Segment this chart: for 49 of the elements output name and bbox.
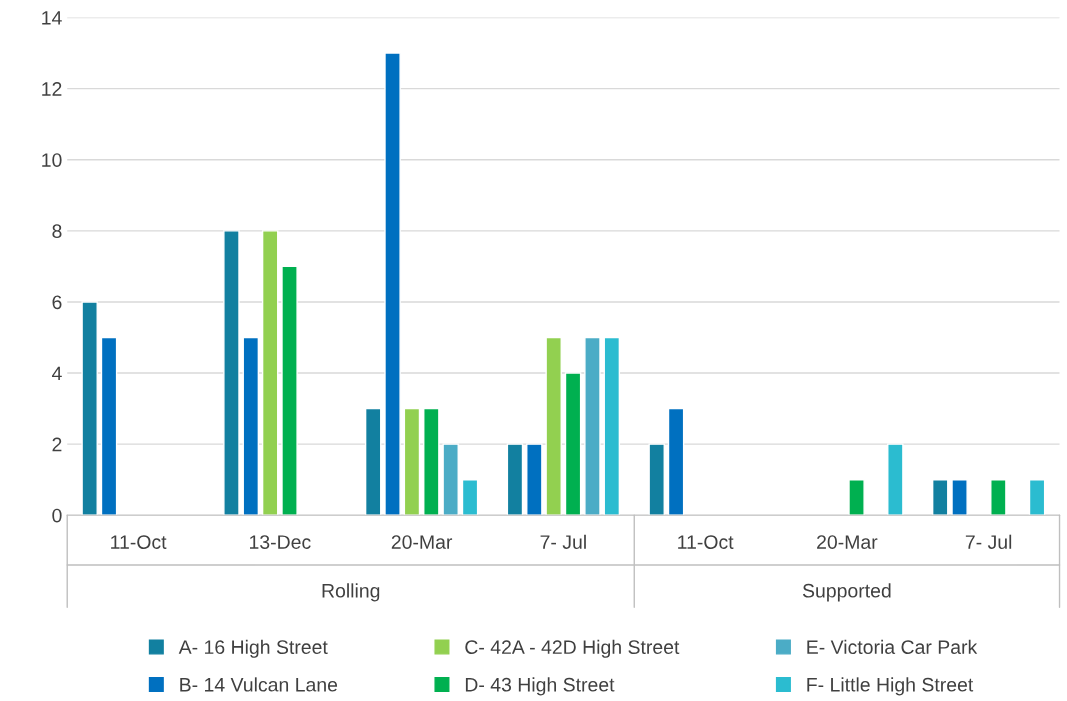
x-tick-label: 7- Jul — [965, 534, 1012, 549]
x-tick-label: 11-Oct — [111, 535, 167, 549]
x-tick-label: 20-Mar — [817, 535, 878, 549]
legend-label: D- 43 High Street — [465, 677, 615, 696]
bar — [423, 407, 440, 516]
x-tick-label: 11-Oct — [678, 535, 734, 549]
bar — [951, 478, 968, 516]
text: Supported — [802, 583, 891, 602]
bar — [564, 372, 582, 516]
bar — [648, 443, 665, 516]
y-tick-label: 12 — [42, 82, 62, 96]
bar — [603, 336, 621, 516]
legend-label: C- 42A - 42D High Street — [465, 639, 680, 658]
bar — [667, 407, 685, 516]
bar — [223, 230, 240, 516]
x-tick-label: 13-Dec — [250, 535, 311, 549]
bar — [403, 407, 421, 516]
bar — [931, 478, 949, 516]
bar — [545, 336, 562, 516]
bar — [461, 478, 479, 516]
bar — [384, 52, 401, 516]
bar — [100, 336, 118, 516]
legend-label: F- Little High Street — [807, 677, 974, 696]
bar — [990, 478, 1007, 516]
x-tick-label: 20-Mar — [391, 535, 453, 549]
bar — [848, 478, 865, 516]
y-tick-label: 2 — [52, 437, 62, 452]
bar — [364, 407, 382, 516]
x-tick-label: 7- Jul — [540, 534, 586, 549]
bar — [81, 301, 98, 516]
bar — [887, 443, 904, 516]
y-tick-label: 8 — [52, 224, 62, 239]
y-tick-label: 14 — [42, 11, 62, 25]
legend-label: B- 14 Vulcan Lane — [180, 677, 338, 692]
bar — [281, 265, 298, 516]
y-tick-label: 6 — [52, 295, 62, 310]
text: Rolling — [322, 583, 380, 602]
y-tick-label: 0 — [52, 508, 62, 523]
bar — [584, 336, 601, 516]
bar — [442, 443, 459, 516]
bar — [261, 230, 279, 516]
bar — [1028, 478, 1046, 516]
bar — [506, 443, 524, 516]
bar — [526, 443, 543, 516]
legend-label: E- Victoria Car Park — [807, 639, 978, 655]
legend-label: A- 16 High Street — [178, 639, 328, 658]
bar — [242, 336, 260, 516]
y-tick-label: 10 — [42, 153, 62, 167]
y-tick-label: 4 — [51, 366, 62, 381]
